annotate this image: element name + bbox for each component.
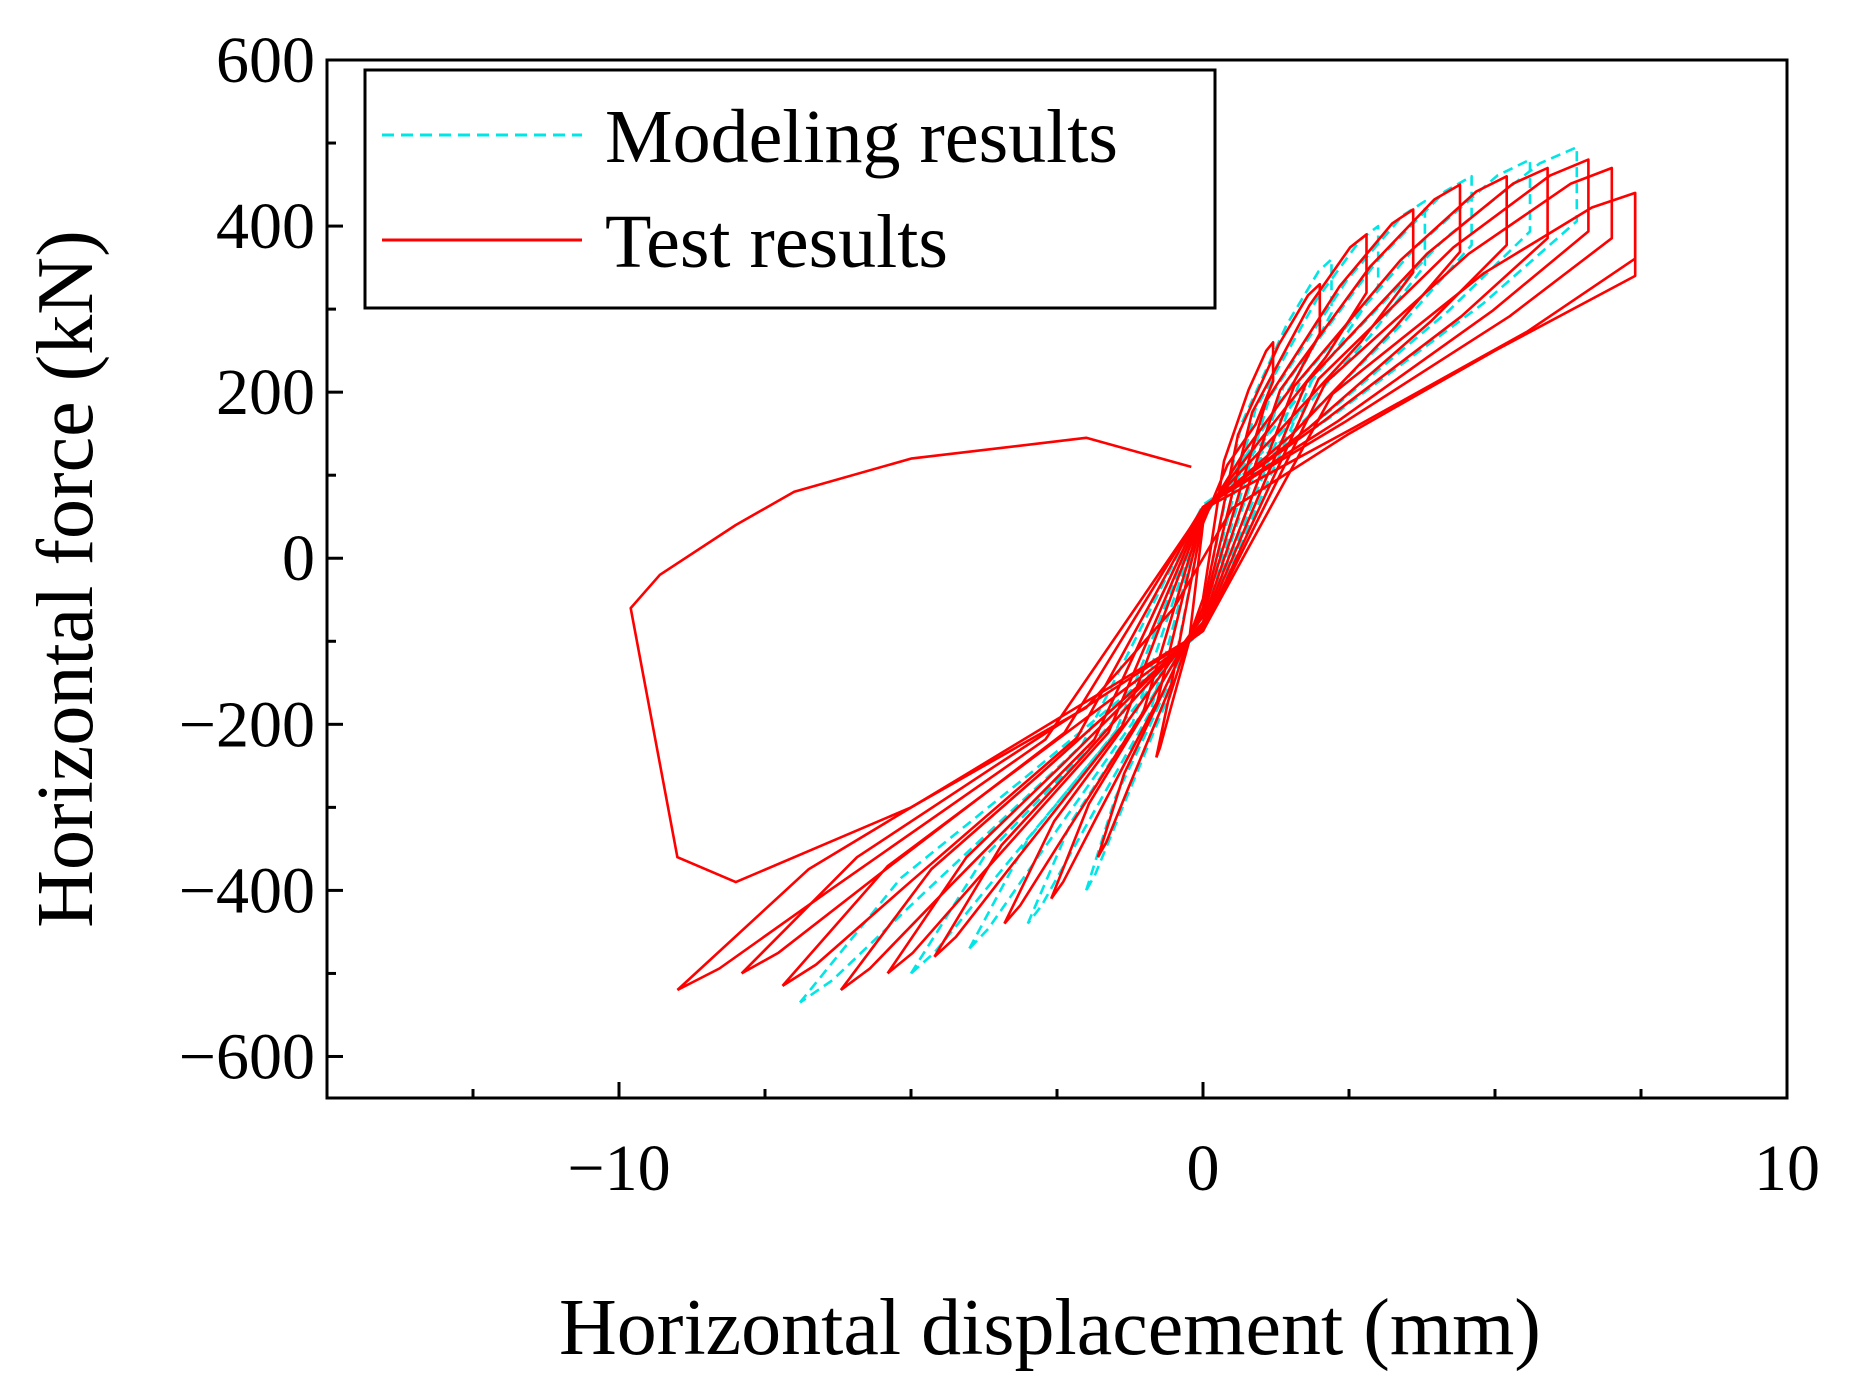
series-2-loop — [933, 183, 1462, 958]
legend-label-test: Test results — [605, 200, 948, 284]
series-2-failure-path — [629, 192, 1637, 884]
x-tick-label: 0 — [1187, 1132, 1220, 1205]
y-tick-label: 0 — [282, 522, 315, 595]
y-tick-label: −600 — [179, 1020, 315, 1093]
series-1-loop — [968, 199, 1427, 950]
y-tick-label: −400 — [179, 854, 315, 927]
series-2-loop — [740, 166, 1614, 975]
y-axis-ticks: 600 400 200 0 −200 −400 −600 — [179, 24, 343, 1093]
series-2-loop — [886, 175, 1508, 975]
plot-curves — [629, 145, 1637, 1004]
y-tick-label: 600 — [216, 24, 315, 97]
legend: Modeling results Test results — [363, 68, 1217, 310]
series-1-loop — [798, 145, 1579, 1004]
series-2-loop — [1049, 233, 1368, 900]
y-tick-label: 200 — [216, 356, 315, 429]
y-axis-title: Horizontal force (kN) — [22, 230, 110, 927]
series-2-loop — [1096, 282, 1322, 858]
y-tick-label: −200 — [179, 688, 315, 761]
y-tick-label: 400 — [216, 190, 315, 263]
series-1-loop — [1026, 224, 1380, 925]
legend-box — [363, 68, 1217, 310]
series-2-loop — [1003, 208, 1415, 925]
x-tick-label: 10 — [1754, 1132, 1820, 1205]
x-axis-ticks: −10 0 10 — [471, 1082, 1820, 1205]
series-2-loop — [781, 158, 1590, 987]
x-axis-title: Horizontal displacement (mm) — [559, 1284, 1541, 1372]
legend-label-modeling: Modeling results — [605, 95, 1118, 179]
x-tick-label: −10 — [567, 1132, 670, 1205]
series-2-loop — [839, 166, 1549, 992]
